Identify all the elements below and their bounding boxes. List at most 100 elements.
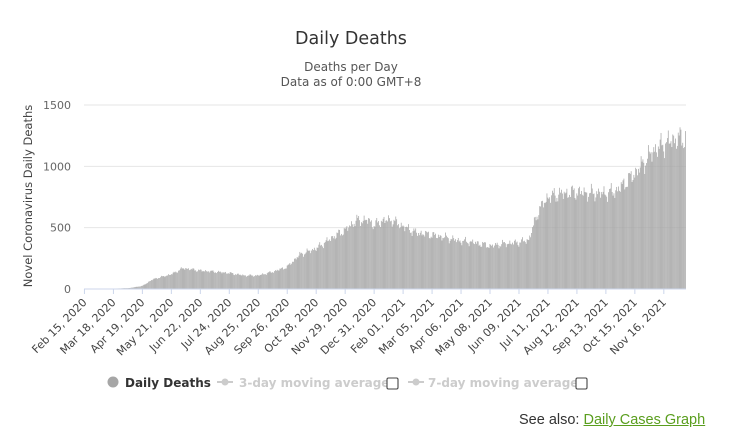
bar	[442, 237, 444, 289]
bar	[238, 274, 240, 289]
bar	[473, 243, 474, 289]
bar	[542, 207, 544, 289]
bar	[205, 270, 207, 289]
bar	[308, 250, 310, 289]
legend-item-daily-deaths[interactable]: Daily Deaths	[107, 376, 211, 390]
bar	[413, 228, 415, 289]
bar	[677, 132, 679, 289]
bar	[416, 232, 417, 289]
bar	[376, 217, 378, 289]
bar	[618, 186, 619, 289]
bar	[676, 148, 677, 289]
bar	[331, 236, 332, 289]
legend-marker-7-day-average	[412, 378, 420, 386]
bar	[537, 219, 539, 289]
bar	[224, 272, 226, 289]
bar	[185, 268, 187, 289]
legend-label-3-day-average: 3-day moving average	[239, 376, 389, 390]
legend-item-7-day-average[interactable]: 7-day moving average	[408, 376, 578, 390]
bar	[512, 242, 513, 289]
bar	[462, 240, 464, 289]
bar	[513, 244, 514, 289]
bar	[305, 252, 307, 289]
bar	[628, 172, 630, 289]
bar	[193, 268, 195, 289]
bar	[227, 273, 229, 289]
bar	[399, 227, 401, 289]
bar	[552, 190, 553, 289]
bar	[158, 278, 159, 289]
bar	[589, 193, 590, 289]
bar	[141, 285, 143, 289]
bar	[244, 275, 245, 289]
bar	[429, 238, 431, 289]
bar	[318, 244, 320, 289]
bar	[307, 250, 309, 289]
y-axis-ticks: 0 500 1000 1500	[43, 99, 71, 296]
bar	[604, 194, 606, 289]
bar	[375, 220, 377, 289]
bar	[210, 270, 212, 289]
bar	[590, 183, 592, 289]
bar	[400, 222, 402, 289]
bar	[170, 274, 171, 289]
bar	[526, 239, 528, 289]
bar	[516, 241, 518, 289]
legend-marker-daily-deaths	[107, 376, 119, 388]
bar	[326, 237, 328, 289]
bar	[383, 216, 385, 289]
bar	[231, 273, 233, 289]
bar	[678, 135, 680, 289]
bar	[643, 162, 645, 289]
bar	[151, 280, 153, 289]
bar	[347, 230, 349, 289]
bar	[561, 193, 563, 289]
checkbox-7-day-average[interactable]	[575, 377, 588, 390]
bar	[661, 145, 663, 289]
bar	[466, 242, 468, 289]
bar	[571, 186, 572, 289]
bar	[408, 230, 410, 289]
bar	[139, 286, 140, 289]
bar	[598, 188, 599, 289]
bar	[280, 268, 282, 289]
bar	[472, 239, 474, 289]
bar	[175, 271, 177, 289]
checkbox-3-day-average[interactable]	[386, 377, 399, 390]
bar	[532, 227, 533, 289]
bar	[329, 239, 331, 289]
bar	[298, 255, 300, 289]
bar	[179, 270, 180, 289]
bar	[670, 141, 672, 289]
bar	[682, 142, 684, 289]
bar	[370, 220, 372, 289]
bar	[369, 218, 370, 289]
bar	[683, 148, 685, 289]
bar	[419, 232, 421, 289]
bar	[660, 132, 662, 289]
daily-cases-graph-link[interactable]: Daily Cases Graph	[583, 412, 706, 428]
bar	[345, 227, 347, 289]
bar	[131, 287, 132, 289]
bar	[274, 271, 275, 289]
bar	[303, 254, 305, 289]
bar	[599, 191, 600, 289]
bar	[587, 201, 589, 289]
bar	[669, 143, 671, 289]
bar	[649, 153, 651, 289]
bar	[275, 270, 277, 289]
bar	[220, 272, 222, 289]
bar	[482, 241, 484, 289]
bar	[365, 219, 367, 289]
bar	[668, 143, 670, 289]
bar-series-daily-deaths	[84, 127, 686, 289]
bar	[539, 206, 541, 289]
bar	[256, 274, 258, 289]
bar	[484, 242, 485, 289]
bar	[657, 156, 658, 289]
bar	[249, 274, 251, 289]
legend-item-3-day-average[interactable]: 3-day moving average	[217, 376, 389, 390]
legend-label-7-day-average: 7-day moving average	[428, 376, 578, 390]
bar	[294, 258, 296, 289]
bar	[529, 235, 531, 289]
